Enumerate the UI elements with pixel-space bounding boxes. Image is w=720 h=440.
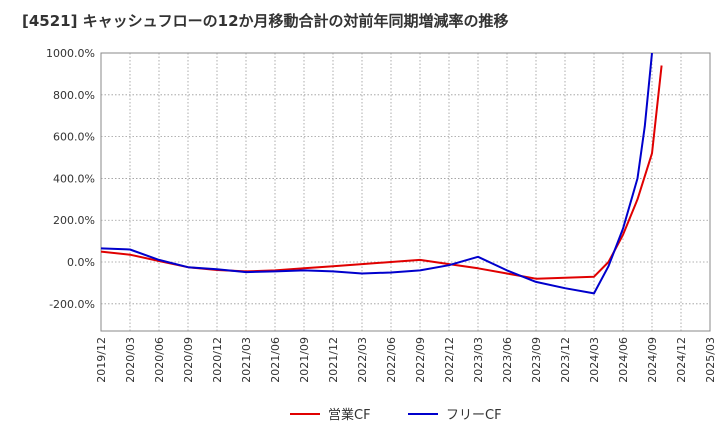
legend-label: フリーCF bbox=[446, 408, 502, 423]
x-tick-label: 2020/12 bbox=[211, 337, 224, 383]
x-tick-label: 2020/06 bbox=[153, 337, 166, 383]
x-tick-label: 2022/06 bbox=[385, 337, 398, 383]
x-tick-label: 2022/03 bbox=[356, 337, 369, 383]
y-tick-label: -200.0% bbox=[49, 298, 95, 311]
grid-layer bbox=[101, 53, 710, 331]
axis-layer: 2019/12 2020/03 2020/06 2020/09 2020/12 2021/… bbox=[46, 47, 717, 383]
x-tick-label: 2024/06 bbox=[617, 337, 630, 383]
x-tick-label: 2023/09 bbox=[530, 337, 543, 383]
x-tick-label: 2023/12 bbox=[559, 337, 572, 383]
x-tick-label: 2021/09 bbox=[298, 337, 311, 383]
plot-area bbox=[100, 52, 711, 332]
x-tick-label: 2024/03 bbox=[588, 337, 601, 383]
series-layer bbox=[101, 53, 663, 295]
x-tick-label: 2019/12 bbox=[95, 337, 108, 383]
x-tick-label: 2021/03 bbox=[240, 337, 253, 383]
x-tick-label: 2024/12 bbox=[675, 337, 688, 383]
y-tick-label: 0.0% bbox=[67, 256, 95, 269]
y-tick-label: 400.0% bbox=[53, 172, 95, 185]
x-tick-label: 2021/12 bbox=[327, 337, 340, 383]
x-tick-label: 2024/09 bbox=[646, 337, 659, 383]
y-tick-label: 600.0% bbox=[53, 131, 95, 144]
series-line-free-cf bbox=[101, 53, 653, 295]
y-tick-label: 800.0% bbox=[53, 89, 95, 102]
chart-title: [4521] キャッシュフローの12か月移動合計の対前年同期増減率の推移 bbox=[22, 12, 509, 30]
y-tick-label: 200.0% bbox=[53, 214, 95, 227]
x-tick-label: 2020/09 bbox=[182, 337, 195, 383]
x-tick-label: 2021/06 bbox=[269, 337, 282, 383]
x-tick-label: 2023/03 bbox=[472, 337, 485, 383]
x-tick-label: 2023/06 bbox=[501, 337, 514, 383]
x-tick-label: 2025/03 bbox=[704, 337, 717, 383]
legend: 営業CF フリーCF bbox=[290, 407, 502, 423]
y-tick-label: 1000.0% bbox=[46, 47, 95, 60]
x-tick-label: 2022/12 bbox=[443, 337, 456, 383]
x-tick-label: 2022/09 bbox=[414, 337, 427, 383]
legend-label: 営業CF bbox=[328, 407, 371, 423]
x-tick-label: 2020/03 bbox=[124, 337, 137, 383]
